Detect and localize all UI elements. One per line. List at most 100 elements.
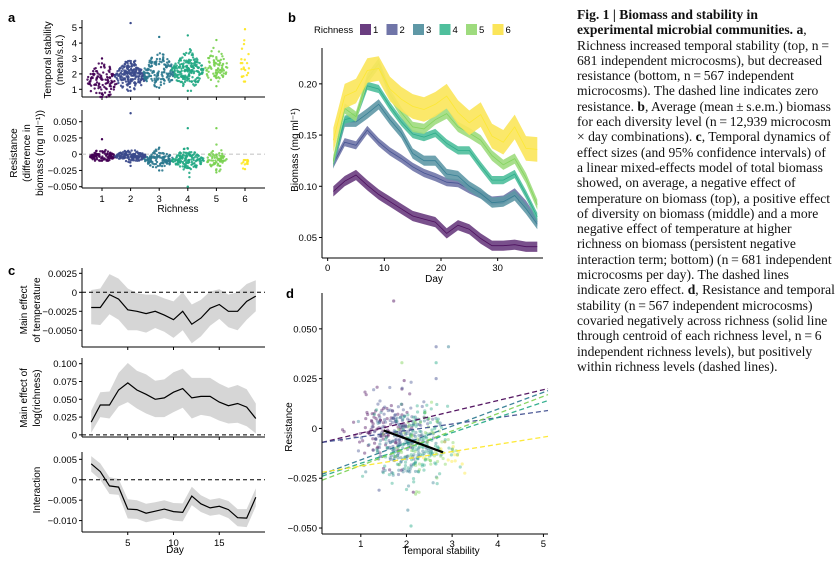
caption-b-label: b [637,98,645,114]
centroid-line [383,429,444,454]
legend-label-2: 2 [400,25,405,36]
data-point [219,71,222,75]
data-point [383,420,388,424]
data-point [215,127,218,130]
data-point [388,422,393,427]
data-point [167,155,170,158]
data-point [189,89,193,93]
data-point [405,432,409,436]
x-tick-label: 1 [358,539,363,550]
data-point [397,468,401,472]
data-point [426,422,430,426]
data-point [356,449,361,453]
data-point [120,65,123,68]
data-point [398,440,402,444]
data-point [112,88,116,91]
data-point [422,411,427,415]
data-point [416,437,420,441]
data-point [142,70,146,73]
legend-swatch-3 [413,24,424,35]
data-point [89,84,93,87]
data-point [423,457,427,461]
data-point [124,153,128,157]
data-point [376,421,380,425]
y-tick-label: 0 [72,150,77,161]
y-tick-label: −0.025 [288,474,317,485]
data-point [190,158,193,161]
data-point [181,65,185,68]
data-point [121,81,124,85]
data-point [148,65,151,68]
data-point [410,426,414,430]
data-point [377,445,382,450]
data-point [210,159,213,162]
data-point [360,474,365,478]
data-point [209,164,213,167]
data-point [388,445,392,449]
data-point [381,470,385,474]
data-point [167,63,170,66]
data-point [408,433,413,437]
data-point [383,437,388,442]
data-point [106,76,110,80]
data-point [182,62,185,65]
data-point [445,404,450,408]
data-point [389,403,393,408]
data-point [386,434,390,438]
panel-b: b Richness 1 2 3 4 5 6 0.05 0.10 0.15 0.20 0 10 20 3… [288,10,543,285]
data-point [96,72,99,75]
data-point [216,59,220,62]
data-point [395,453,400,457]
data-point [443,440,447,444]
data-point [439,447,443,451]
data-point [418,429,422,433]
data-point [426,457,430,461]
data-point [212,61,216,64]
data-point [215,73,218,77]
data-point [433,444,438,448]
data-point [406,417,410,421]
data-point [150,153,153,156]
data-point [210,151,213,154]
data-point [103,63,106,66]
data-point [363,451,367,455]
data-point [198,61,201,65]
data-point [428,420,432,425]
data-point [91,158,94,161]
data-point [423,410,427,415]
data-point [187,158,191,162]
data-point [133,82,137,85]
data-point [423,409,427,413]
data-point [141,153,145,156]
data-point [450,447,454,451]
data-point [153,73,156,77]
y-tick-label: −0.0025 [42,307,77,318]
y-tick-label: 0.10 [299,182,318,193]
data-point [410,433,414,437]
data-point [370,425,374,429]
beeswarm-group-6 [240,158,250,171]
data-point [388,385,392,390]
data-point [212,59,216,62]
data-point [150,62,153,65]
data-point [423,457,428,461]
data-point [403,424,407,428]
data-point [381,466,386,471]
d-ylabel: Resistance [284,402,295,452]
data-point [391,409,395,413]
data-point [206,156,209,159]
data-point [376,402,380,406]
data-point [399,450,404,454]
data-point [372,441,377,445]
data-point [119,84,123,87]
data-point [198,73,201,76]
fit-line-richness-3 [321,389,549,475]
data-point [428,458,432,463]
data-point [421,449,425,453]
data-point [170,65,173,68]
data-point [159,162,162,165]
data-point [399,460,403,464]
y-tick-label: 0 [72,288,77,299]
data-point [207,159,211,162]
data-point [409,406,413,410]
